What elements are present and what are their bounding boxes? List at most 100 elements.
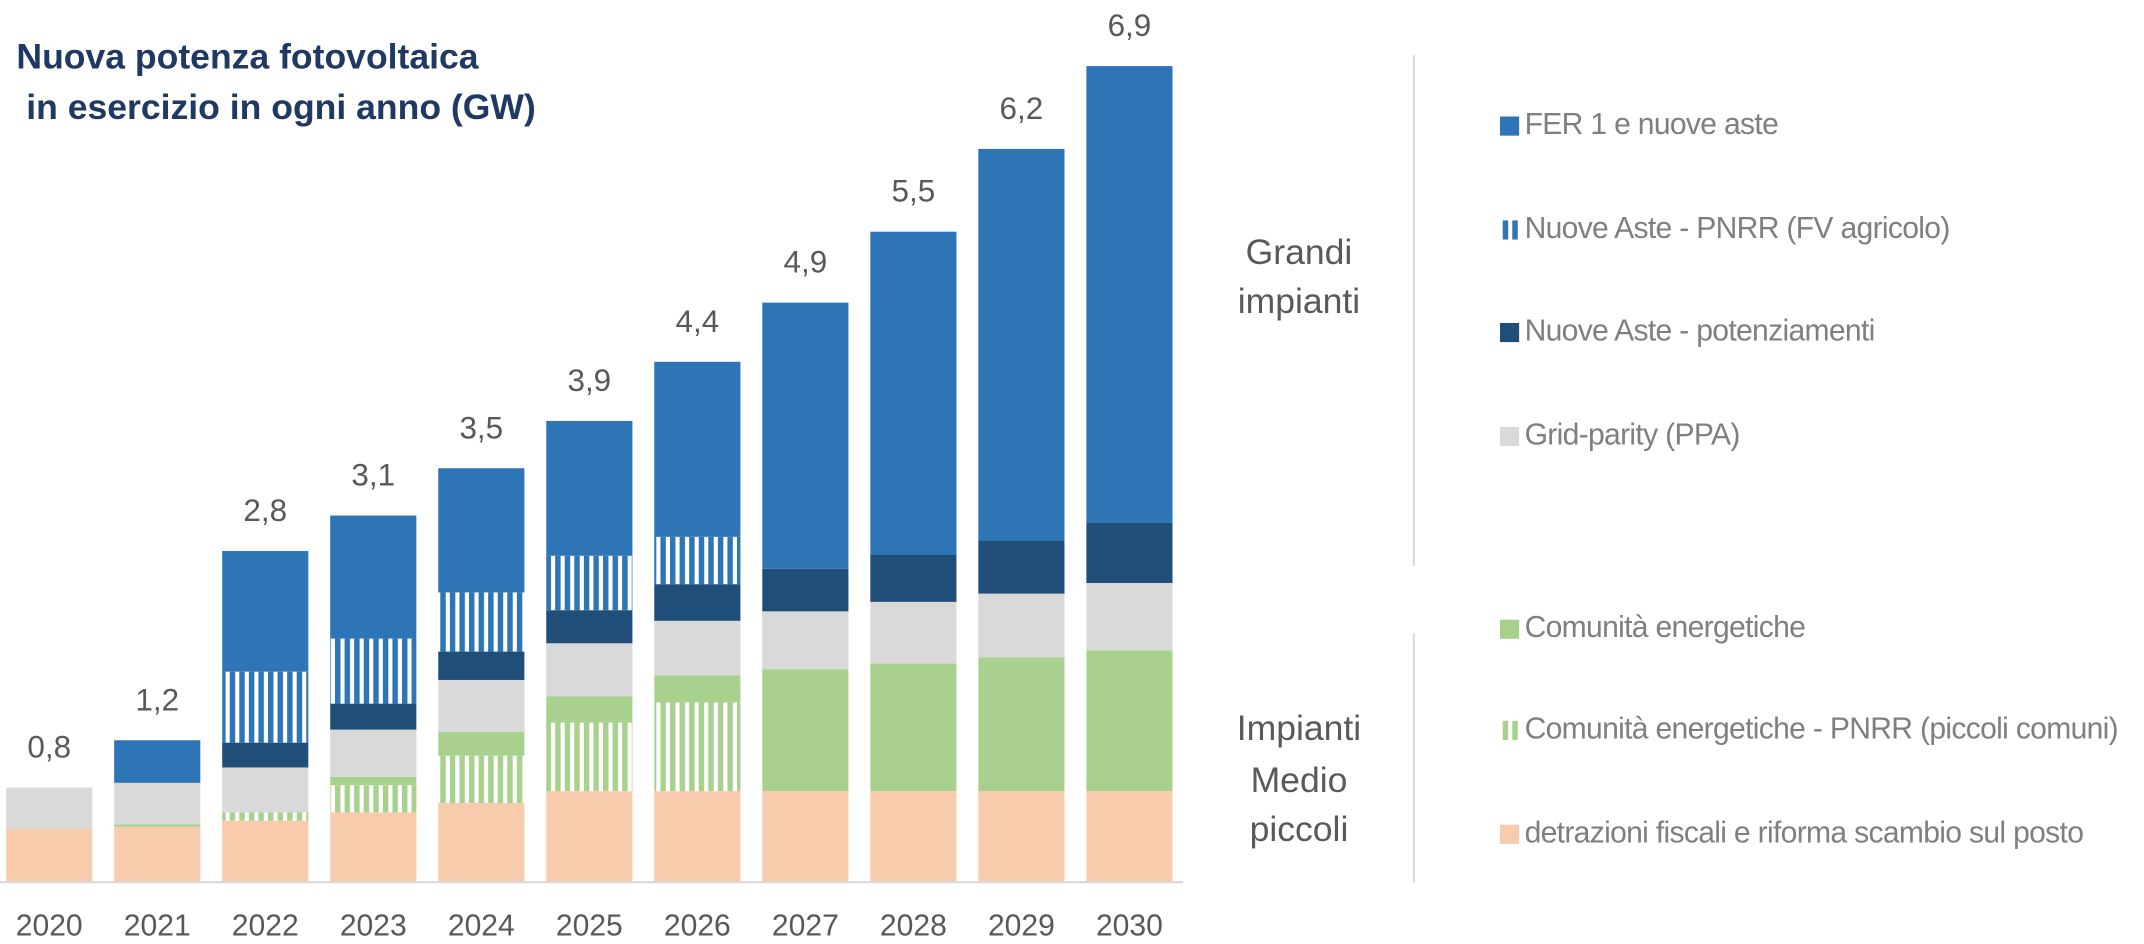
bar-segment (654, 675, 741, 703)
legend-swatch (1499, 220, 1520, 240)
legend-group-label: piccoli (1250, 809, 1349, 849)
total-label: 5,5 (892, 174, 936, 209)
total-label: 3,5 (459, 410, 503, 445)
legend-swatch (1499, 619, 1520, 639)
bar-segment (546, 610, 633, 644)
total-label: 6,9 (1108, 8, 1152, 43)
x-tick-label: 2029 (988, 909, 1055, 942)
bar-segment (438, 731, 525, 756)
bar-segment (330, 515, 417, 639)
x-tick-label: 2025 (556, 909, 623, 942)
bar-segment (438, 651, 525, 680)
bar-segment (762, 568, 849, 612)
bar-segment (222, 812, 309, 821)
bar-segment (978, 593, 1065, 658)
x-tick-label: 2028 (880, 909, 947, 942)
bar-segment (222, 671, 309, 743)
x-tick-label: 2027 (772, 909, 839, 942)
bar-segment (654, 361, 741, 537)
legend-label: Comunità energetiche - PNRR (piccoli com… (1525, 712, 2118, 745)
x-tick-label: 2022 (232, 909, 299, 942)
bar-segment (978, 148, 1065, 541)
bar-segment (546, 791, 633, 883)
bar-segment (1086, 791, 1173, 883)
bar-segment (114, 826, 201, 883)
bar-segment (222, 767, 309, 813)
bar-segment (870, 791, 957, 883)
total-label: 0,8 (27, 730, 71, 765)
bar-segment (438, 679, 525, 732)
bar-segment (114, 824, 201, 827)
bar-segment (114, 740, 201, 783)
legend-group-label: impianti (1238, 281, 1360, 321)
bar-segment (762, 791, 849, 883)
bar-segment (546, 555, 633, 611)
bar-segment (114, 782, 201, 825)
legend-swatch (1499, 116, 1520, 136)
x-tick-label: 2030 (1096, 909, 1163, 942)
x-tick-label: 2026 (664, 909, 731, 942)
legend-label: Nuove Aste - potenziamenti (1525, 314, 1875, 347)
legend-swatch (1499, 824, 1520, 844)
bar-segment (222, 742, 309, 768)
legend-label: detrazioni fiscali e riforma scambio sul… (1525, 816, 2084, 849)
bar-segment (1086, 522, 1173, 583)
legend-group-label: Impianti (1237, 708, 1361, 748)
bar-segment (546, 643, 633, 697)
total-label: 2,8 (243, 493, 287, 528)
legend-label: Nuove Aste - PNRR (FV agricolo) (1525, 212, 1950, 245)
bar-segment (438, 468, 525, 593)
bar-segment (654, 584, 741, 621)
legend-swatch (1499, 426, 1520, 447)
x-tick-label: 2024 (448, 909, 515, 942)
bar-segment (978, 791, 1065, 883)
bar-segment (438, 755, 525, 803)
bar-segment (762, 302, 849, 569)
bar-segment (330, 812, 417, 883)
bar-segment (6, 787, 93, 829)
chart-title: Nuova potenza fotovoltaica (16, 36, 478, 76)
x-tick-label: 2021 (124, 909, 191, 942)
x-tick-label: 2020 (16, 909, 83, 942)
legend-swatch (1499, 720, 1520, 740)
bar-segment (978, 540, 1065, 594)
bar-segment (654, 702, 741, 792)
bar-segment (1086, 582, 1173, 651)
total-label: 4,9 (784, 245, 828, 280)
bar-segment (1086, 650, 1173, 792)
bar-segment (330, 638, 417, 704)
bar-segment (978, 657, 1065, 792)
bar-segment (870, 554, 957, 602)
bar-segment (870, 601, 957, 664)
bar-segment (546, 420, 633, 556)
bar-segment (330, 703, 417, 730)
bar-segment (546, 722, 633, 792)
chart-title: in esercizio in ogni anno (GW) (16, 87, 535, 127)
bar-segment (870, 663, 957, 792)
bar-segment (762, 611, 849, 670)
bar-segment (222, 551, 309, 672)
total-label: 3,9 (567, 363, 611, 398)
legend-group-label: Medio (1251, 760, 1348, 800)
bar-segment (330, 729, 417, 777)
total-label: 3,1 (351, 458, 395, 493)
bar-segment (222, 820, 309, 883)
x-tick-label: 2023 (340, 909, 407, 942)
bar-segment (762, 669, 849, 792)
total-label: 6,2 (1000, 91, 1044, 126)
bar-segment (438, 802, 525, 883)
legend-label: Grid-parity (PPA) (1525, 418, 1740, 451)
legend-label: FER 1 e nuove aste (1525, 108, 1779, 141)
bar-segment (1086, 66, 1173, 523)
bar-segment (654, 791, 741, 883)
total-label: 1,2 (135, 682, 179, 717)
bar-segment (6, 828, 93, 883)
bar-segment (654, 536, 741, 585)
bar-segment (654, 620, 741, 676)
bar-segment (438, 592, 525, 652)
legend-label: Comunità energetiche (1525, 611, 1806, 644)
total-label: 4,4 (675, 304, 719, 339)
legend-swatch (1499, 322, 1520, 343)
bar-segment (870, 231, 957, 555)
